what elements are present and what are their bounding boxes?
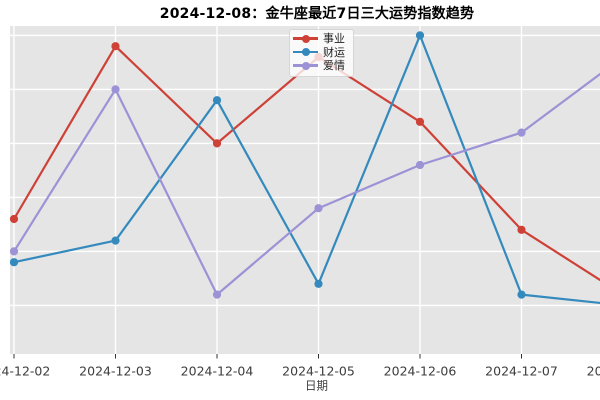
legend-label: 财运 xyxy=(323,45,345,59)
legend-label: 事业 xyxy=(323,32,345,46)
x-tick-label: 2024-12-06 xyxy=(384,364,457,379)
x-tick-label: 2024-12-08 xyxy=(587,364,600,379)
data-point-2-1 xyxy=(111,85,120,94)
data-point-1-3 xyxy=(314,279,323,288)
x-tick-label: 2024-12-02 xyxy=(0,364,50,379)
legend-item-2: 爱情 xyxy=(293,59,345,73)
legend-dot xyxy=(301,34,310,43)
legend-dot xyxy=(301,61,310,70)
data-point-0-5 xyxy=(517,225,526,234)
data-point-0-1 xyxy=(111,42,120,51)
legend-dot xyxy=(301,48,310,57)
data-point-2-0 xyxy=(9,247,19,256)
data-point-1-0 xyxy=(9,258,19,267)
legend-item-0: 事业 xyxy=(293,32,345,46)
data-point-0-2 xyxy=(212,139,222,148)
data-point-2-5 xyxy=(517,128,526,137)
data-point-0-4 xyxy=(415,117,425,126)
legend-line-dot-marker xyxy=(293,59,318,72)
data-point-2-3 xyxy=(314,204,323,213)
data-point-2-4 xyxy=(415,160,425,170)
x-tick-label: 2024-12-05 xyxy=(282,364,355,379)
chart-title: 2024-12-08：金牛座最近7日三大运势指数趋势 xyxy=(159,6,475,22)
plot-background xyxy=(10,26,600,354)
legend-line-dot-marker xyxy=(293,46,318,59)
data-point-1-2 xyxy=(212,96,222,105)
legend-label: 爱情 xyxy=(323,59,345,73)
data-point-1-5 xyxy=(517,290,526,299)
legend-line-dot-marker xyxy=(293,32,318,45)
chart-legend: 事业 财运 爱情 xyxy=(289,29,354,77)
data-point-1-4 xyxy=(415,31,425,40)
legend-item-1: 财运 xyxy=(293,46,345,60)
x-tick-label: 2024-12-04 xyxy=(181,364,254,379)
x-tick-label: 2024-12-07 xyxy=(485,364,558,379)
x-tick-label: 2024-12-03 xyxy=(79,364,152,379)
data-point-2-2 xyxy=(212,290,222,299)
x-axis-label: 日期 xyxy=(305,379,328,393)
data-point-1-1 xyxy=(111,236,120,245)
data-point-0-0 xyxy=(9,214,19,224)
